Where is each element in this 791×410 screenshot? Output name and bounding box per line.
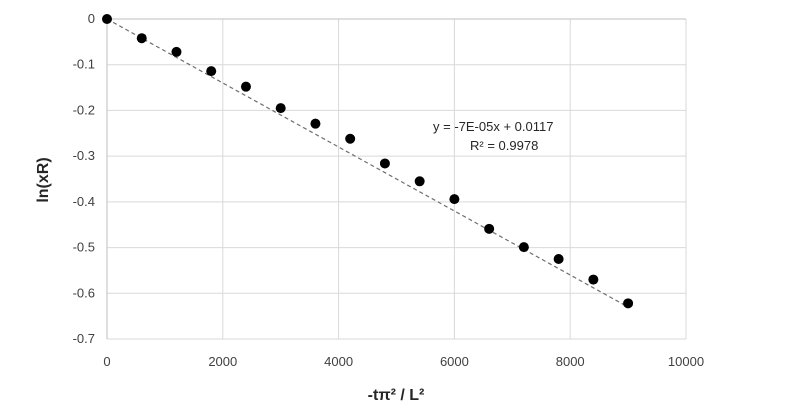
x-tick-label: 4000 <box>324 354 353 369</box>
x-tick-label: 2000 <box>208 354 237 369</box>
x-tick-label: 8000 <box>556 354 585 369</box>
y-tick-label: 0 <box>88 11 95 26</box>
x-tick-label: 10000 <box>668 354 704 369</box>
y-tick-label: -0.7 <box>73 331 95 346</box>
tick-labels: 0 -0.1 -0.2 -0.3 -0.4 -0.5 -0.6 -0.7 0 2000 4000 60… <box>73 11 704 369</box>
data-point <box>623 298 634 309</box>
data-point <box>275 103 286 114</box>
x-tick-label: 6000 <box>440 354 469 369</box>
data-point <box>310 118 321 129</box>
data-point <box>553 254 564 264</box>
trendline-equation: y = -7E-05x + 0.0117 <box>433 119 553 134</box>
axes <box>106 18 686 339</box>
data-point <box>588 274 599 285</box>
y-tick-label: -0.1 <box>73 57 95 72</box>
data-point <box>240 81 251 92</box>
r-squared-label: R² = 0.9978 <box>470 138 538 153</box>
data-point <box>518 242 529 253</box>
data-point <box>414 176 425 187</box>
data-points <box>102 14 634 309</box>
y-tick-label: -0.2 <box>73 102 95 117</box>
y-tick-label: -0.5 <box>73 240 95 255</box>
data-point <box>136 33 147 44</box>
data-point <box>379 158 390 169</box>
trendline-group <box>106 18 629 308</box>
x-tick-label: 0 <box>103 354 110 369</box>
y-tick-label: -0.6 <box>73 285 95 300</box>
y-axis-title: ln(xR) <box>35 157 52 202</box>
data-point <box>484 223 495 234</box>
data-point <box>206 66 217 77</box>
trendline <box>106 18 629 308</box>
y-tick-label: -0.3 <box>73 148 95 163</box>
data-point <box>449 194 460 205</box>
data-point <box>171 46 182 57</box>
gridlines <box>107 19 687 340</box>
y-tick-label: -0.4 <box>73 194 95 209</box>
data-point <box>102 14 112 24</box>
data-point <box>345 133 356 144</box>
x-axis-title: -tπ² / L² <box>368 387 425 404</box>
